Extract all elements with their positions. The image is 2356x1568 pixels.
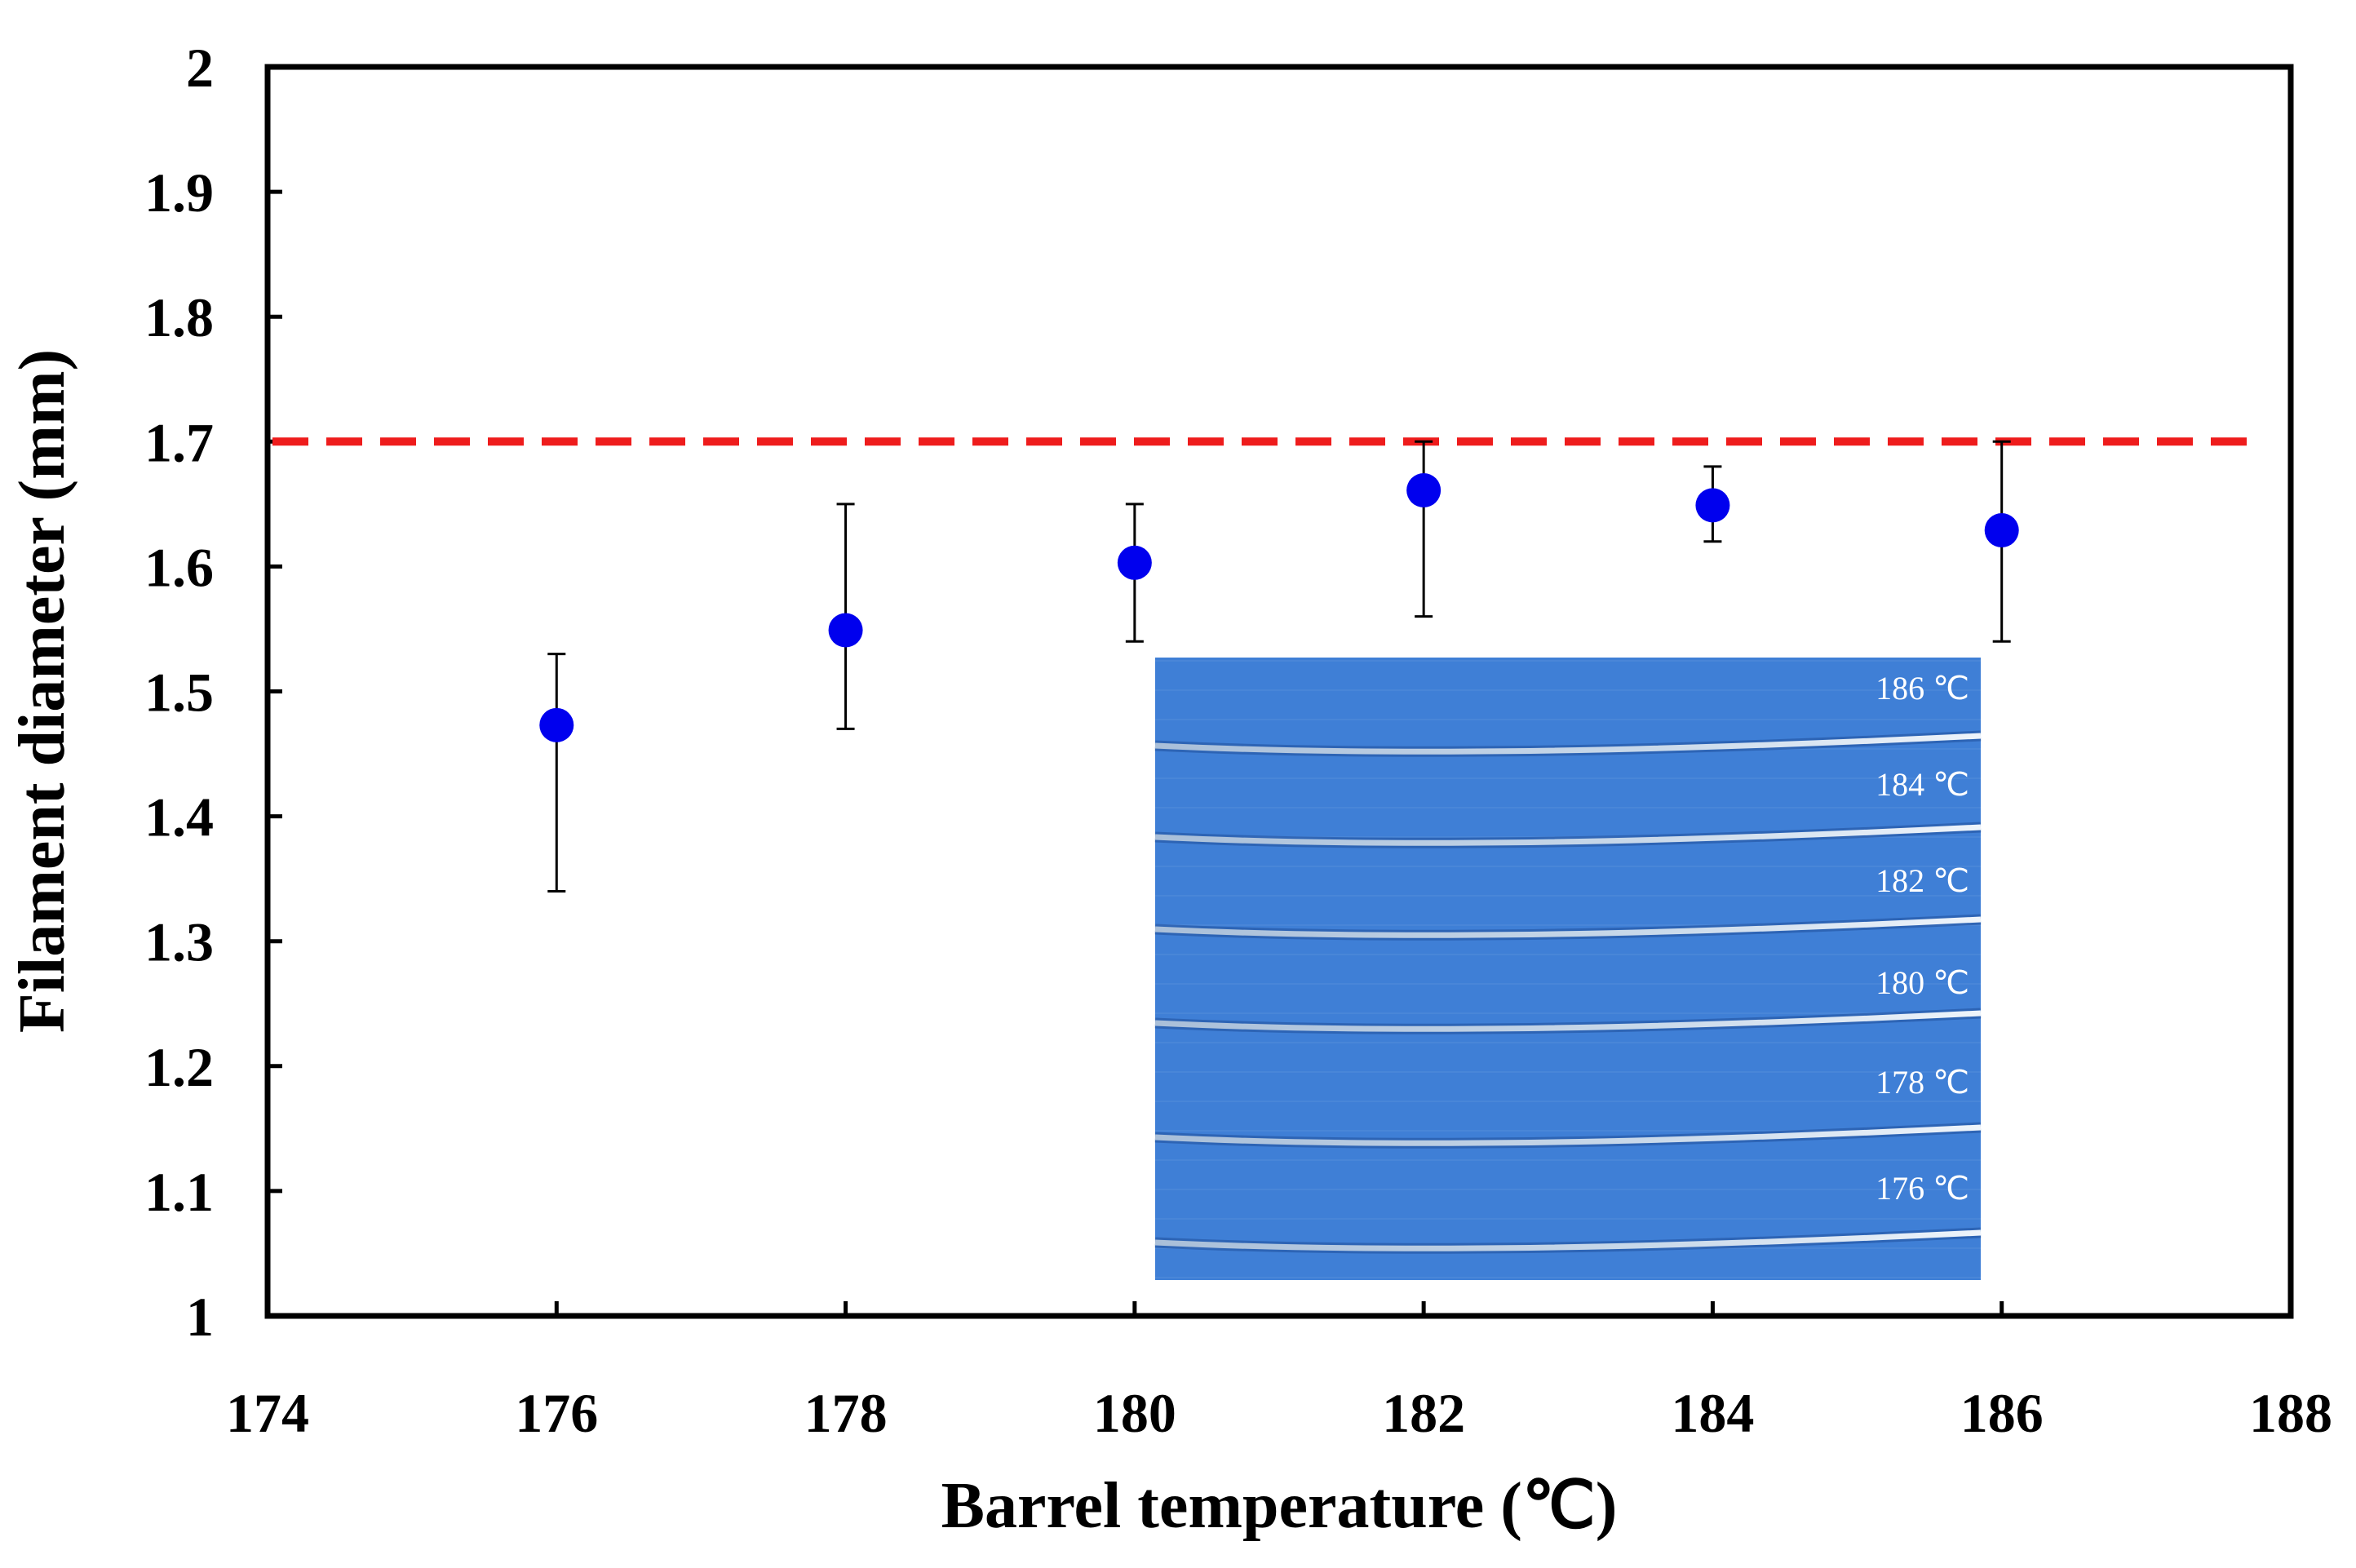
inset-temperature-label: 176 ℃ bbox=[1876, 1170, 1969, 1207]
filament-strand bbox=[1154, 824, 1982, 846]
x-tick-label: 174 bbox=[226, 1382, 309, 1444]
inset-temperature-label: 184 ℃ bbox=[1876, 766, 1969, 803]
x-tick-label: 180 bbox=[1093, 1382, 1176, 1444]
x-tick-label: 184 bbox=[1671, 1382, 1754, 1444]
x-axis-ticks: 174 176 178 180 182 184 186 188 bbox=[226, 1301, 2332, 1444]
data-point bbox=[1695, 488, 1730, 523]
y-tick-label: 1 bbox=[186, 1286, 214, 1348]
x-axis-label: Barrel temperature (℃) bbox=[941, 1470, 1618, 1542]
filament-strand bbox=[1154, 1010, 1982, 1032]
y-tick-label: 1.7 bbox=[144, 411, 214, 473]
x-tick-label: 186 bbox=[1960, 1382, 2044, 1444]
y-tick-label: 1.1 bbox=[144, 1161, 214, 1223]
y-tick-label: 1.3 bbox=[144, 911, 214, 973]
filament-strand bbox=[1154, 1229, 1982, 1251]
y-tick-label: 1.6 bbox=[144, 536, 214, 598]
data-point bbox=[828, 613, 863, 648]
inset-labels: 186 ℃ 184 ℃ 182 ℃ 180 ℃ 178 ℃ 176 ℃ bbox=[1876, 670, 1969, 1207]
x-tick-label: 188 bbox=[2249, 1382, 2332, 1444]
data-points bbox=[539, 473, 2019, 742]
data-point bbox=[1984, 513, 2019, 548]
inset-filaments bbox=[1154, 730, 1982, 1254]
y-tick-label: 1.9 bbox=[144, 162, 214, 224]
y-tick-label: 1.4 bbox=[144, 786, 214, 848]
plot-frame bbox=[264, 64, 2294, 1319]
y-tick-label: 1.5 bbox=[144, 662, 214, 724]
inset-photo: 186 ℃ 184 ℃ 182 ℃ 180 ℃ 178 ℃ 176 ℃ bbox=[1154, 658, 1982, 1280]
data-point bbox=[539, 707, 574, 742]
filament-strand bbox=[1154, 733, 1982, 755]
inset-temperature-label: 182 ℃ bbox=[1876, 862, 1969, 899]
filament-strand bbox=[1154, 1124, 1982, 1146]
inset-temperature-label: 180 ℃ bbox=[1876, 964, 1969, 1001]
y-tick-label: 1.2 bbox=[144, 1036, 214, 1098]
y-axis-label: Filament diameter (mm) bbox=[7, 349, 78, 1033]
y-axis-ticks: 1 1.1 1.2 1.3 1.4 1.5 1.6 1.7 1.8 1.9 2 bbox=[144, 37, 282, 1348]
filament-strand bbox=[1154, 916, 1982, 938]
inset-temperature-label: 186 ℃ bbox=[1876, 670, 1969, 706]
y-tick-label: 2 bbox=[186, 37, 214, 99]
x-tick-label: 182 bbox=[1382, 1382, 1465, 1444]
data-point bbox=[1406, 473, 1442, 508]
data-point bbox=[1117, 545, 1152, 580]
inset-temperature-label: 178 ℃ bbox=[1876, 1064, 1969, 1101]
x-tick-label: 176 bbox=[515, 1382, 598, 1444]
inset-photo-texture bbox=[1155, 658, 1981, 1280]
x-tick-label: 178 bbox=[804, 1382, 888, 1444]
y-tick-label: 1.8 bbox=[144, 286, 214, 348]
